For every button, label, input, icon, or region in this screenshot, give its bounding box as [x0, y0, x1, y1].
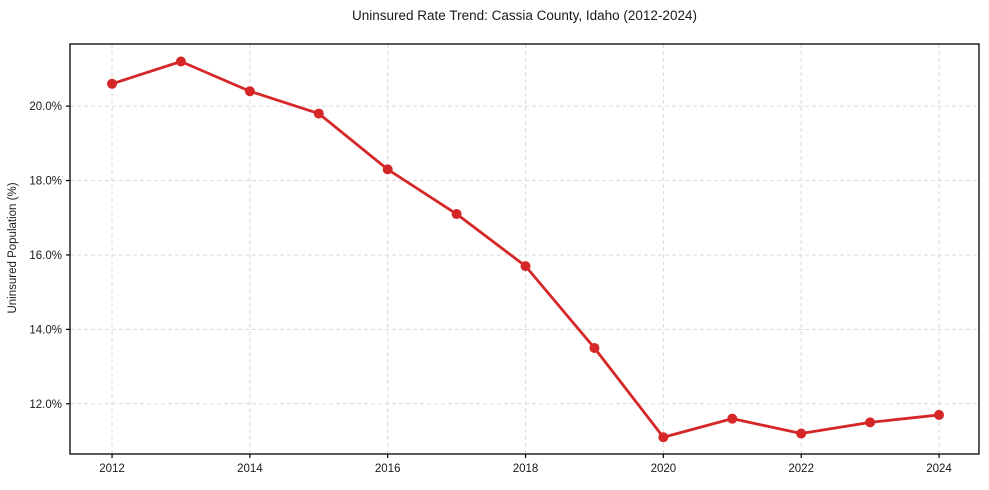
y-tick-label: 20.0%: [29, 101, 62, 113]
y-tick-label: 16.0%: [29, 250, 62, 262]
x-tick-label: 2024: [926, 463, 952, 475]
chart-title: Uninsured Rate Trend: Cassia County, Ida…: [352, 8, 697, 23]
data-point: [451, 209, 462, 220]
plot-border: [69, 43, 980, 455]
data-point: [175, 56, 186, 67]
data-point: [382, 164, 393, 175]
y-tick-label: 12.0%: [29, 399, 62, 411]
data-point: [727, 413, 738, 424]
x-tick-label: 2022: [788, 463, 814, 475]
x-tick-label: 2014: [237, 463, 263, 475]
data-point: [520, 261, 531, 272]
data-point: [244, 86, 255, 97]
y-tick-label: 14.0%: [29, 324, 62, 336]
data-point: [865, 417, 876, 428]
y-tick-label: 18.0%: [29, 176, 62, 188]
data-point: [796, 428, 807, 439]
x-tick-label: 2012: [99, 463, 125, 475]
data-point: [658, 432, 669, 443]
data-point: [934, 409, 945, 420]
x-tick-label: 2020: [651, 463, 677, 475]
x-tick-label: 2018: [513, 463, 539, 475]
data-point: [589, 342, 600, 353]
x-tick-label: 2016: [375, 463, 401, 475]
data-point: [107, 78, 118, 89]
data-point: [313, 108, 324, 119]
